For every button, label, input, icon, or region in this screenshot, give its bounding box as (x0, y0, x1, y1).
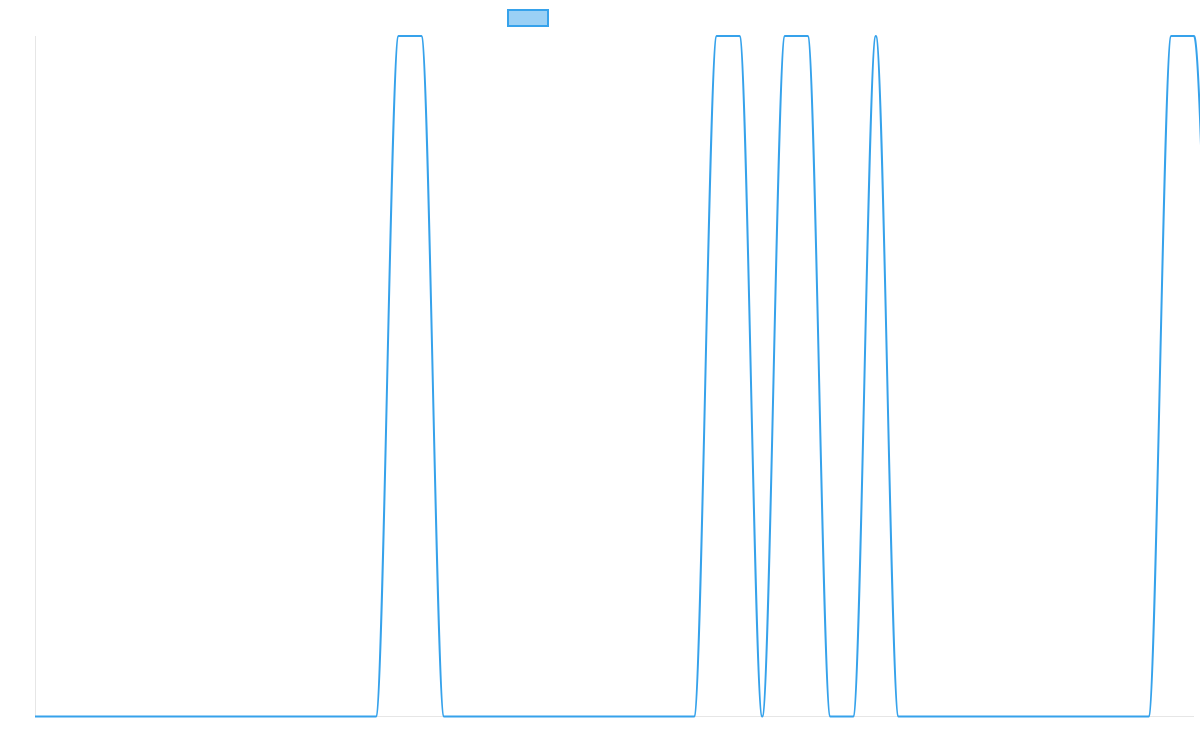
legend-swatch[interactable] (507, 9, 549, 27)
series-layer (35, 35, 1200, 718)
series-line[interactable] (35, 35, 1200, 718)
legend[interactable] (507, 9, 549, 27)
